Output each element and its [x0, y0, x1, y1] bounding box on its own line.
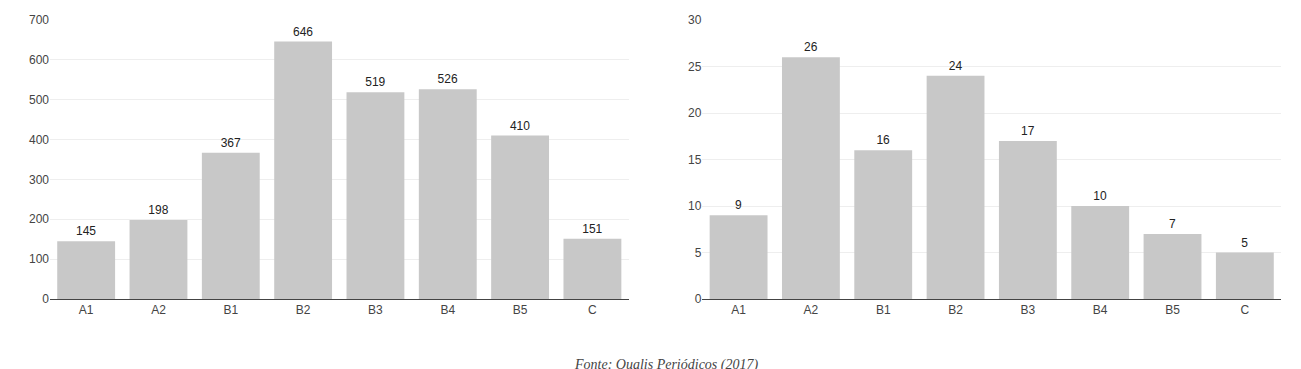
svg-text:700: 700	[29, 13, 49, 27]
svg-text:646: 646	[293, 25, 313, 39]
svg-text:15: 15	[688, 153, 702, 167]
svg-text:24: 24	[949, 59, 963, 73]
svg-text:A1: A1	[79, 303, 94, 317]
svg-text:A1: A1	[731, 303, 746, 317]
svg-text:367: 367	[221, 136, 241, 150]
svg-text:B3: B3	[1021, 303, 1036, 317]
svg-text:B2: B2	[296, 303, 311, 317]
svg-text:B1: B1	[223, 303, 238, 317]
svg-text:300: 300	[29, 173, 49, 187]
svg-text:100: 100	[29, 252, 49, 266]
svg-text:519: 519	[365, 75, 385, 89]
svg-text:25: 25	[688, 60, 702, 74]
svg-text:410: 410	[510, 119, 530, 133]
svg-text:Fonte: Qualis Periódicos (2017: Fonte: Qualis Periódicos (2017)	[574, 357, 758, 369]
svg-text:145: 145	[76, 224, 96, 238]
svg-text:B4: B4	[1093, 303, 1108, 317]
svg-text:B5: B5	[1165, 303, 1180, 317]
svg-text:C: C	[1241, 303, 1250, 317]
svg-text:26: 26	[804, 40, 818, 54]
svg-text:30: 30	[688, 13, 702, 27]
svg-text:B4: B4	[440, 303, 455, 317]
svg-text:10: 10	[688, 199, 702, 213]
svg-text:17: 17	[1021, 124, 1035, 138]
svg-text:500: 500	[29, 93, 49, 107]
svg-text:B1: B1	[876, 303, 891, 317]
svg-text:C: C	[588, 303, 597, 317]
svg-text:9: 9	[735, 198, 742, 212]
svg-text:5: 5	[695, 246, 702, 260]
svg-text:10: 10	[1093, 189, 1107, 203]
svg-text:A2: A2	[151, 303, 166, 317]
svg-text:20: 20	[688, 106, 702, 120]
svg-text:600: 600	[29, 53, 49, 67]
svg-text:0: 0	[695, 292, 702, 306]
svg-text:0: 0	[42, 292, 49, 306]
svg-text:400: 400	[29, 133, 49, 147]
svg-text:151: 151	[582, 222, 602, 236]
svg-text:5: 5	[1241, 236, 1248, 250]
svg-text:526: 526	[438, 72, 458, 86]
svg-text:200: 200	[29, 212, 49, 226]
svg-text:B5: B5	[513, 303, 528, 317]
svg-text:16: 16	[876, 133, 890, 147]
svg-text:198: 198	[148, 203, 168, 217]
svg-text:7: 7	[1169, 217, 1176, 231]
svg-text:A2: A2	[804, 303, 819, 317]
svg-text:B2: B2	[948, 303, 963, 317]
svg-text:B3: B3	[368, 303, 383, 317]
